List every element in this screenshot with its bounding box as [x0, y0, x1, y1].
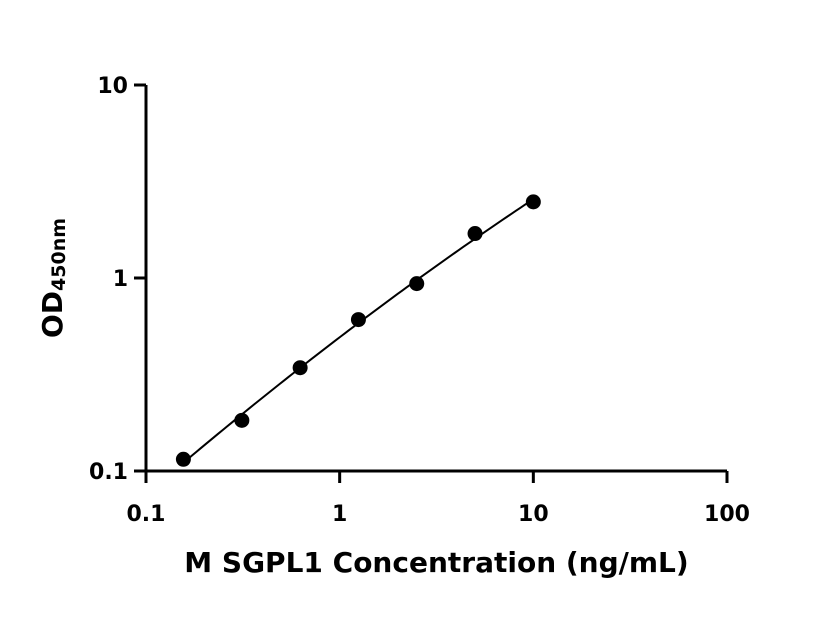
- y-tick-label: 0.1: [89, 460, 128, 485]
- x-axis-title: M SGPL1 Concentration (ng/mL): [184, 546, 688, 579]
- y-tick-label: 10: [97, 74, 128, 99]
- data-point: [234, 412, 250, 428]
- data-point: [525, 194, 541, 210]
- y-tick-label: 1: [113, 267, 128, 292]
- x-tick-label: 100: [704, 502, 750, 527]
- y-axis-title: OD450nm: [36, 218, 70, 338]
- ticks: 0.1 1 10 100 0.1 1 10: [89, 74, 750, 527]
- x-tick-label: 1: [332, 502, 347, 527]
- x-tick-label: 10: [518, 502, 549, 527]
- data-points: [175, 194, 541, 467]
- y-axis-title-main: OD: [36, 291, 69, 338]
- y-axis-title-subscript: 450nm: [48, 218, 70, 291]
- data-point: [409, 276, 425, 292]
- data-point: [175, 451, 191, 467]
- x-tick-label: 0.1: [127, 502, 166, 527]
- axes: [144, 85, 727, 473]
- data-point: [350, 312, 366, 328]
- data-point: [467, 226, 483, 242]
- data-point: [292, 360, 308, 376]
